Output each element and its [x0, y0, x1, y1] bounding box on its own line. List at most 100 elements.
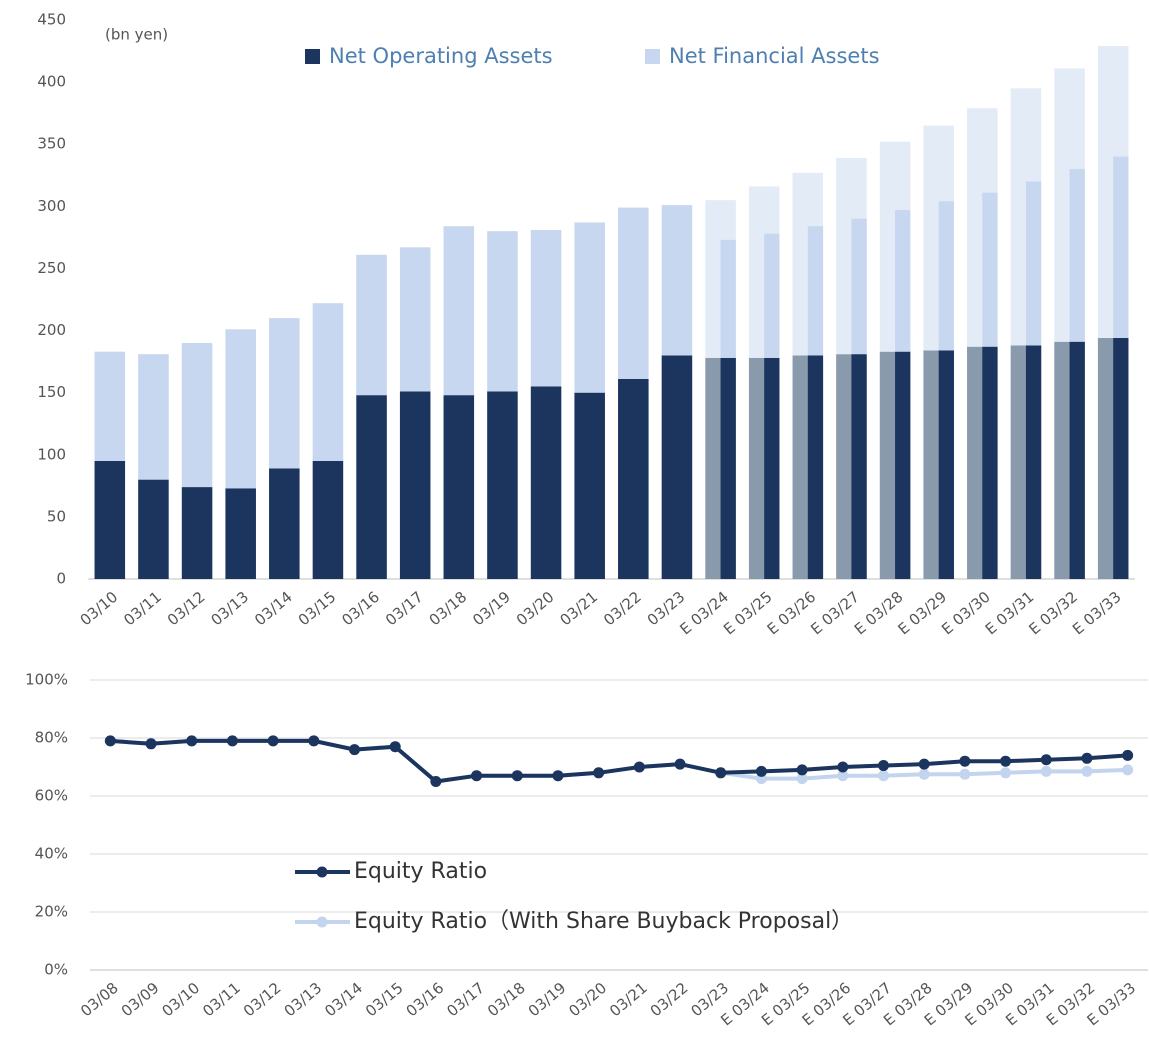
- x-tick-label: 03/19: [525, 979, 570, 1021]
- marker: [1040, 754, 1052, 766]
- bar-segment: [487, 391, 518, 579]
- marker: [267, 735, 279, 747]
- bar-segment: [225, 329, 256, 489]
- bar-segment: [94, 460, 126, 579]
- bar-segment: [443, 395, 475, 579]
- bar-segment: [661, 205, 693, 356]
- x-tick-label: E 03/25: [720, 588, 776, 639]
- legend-swatch: [645, 49, 660, 64]
- y-tick-label: 150: [37, 383, 66, 401]
- bar-segment: [181, 487, 213, 579]
- bar-segment: [895, 210, 911, 352]
- bar-segment: [720, 357, 736, 579]
- y-tick-label: 100: [37, 445, 66, 463]
- bar-segment: [895, 351, 911, 579]
- marker: [511, 770, 523, 782]
- bar-segment: [1113, 338, 1129, 579]
- x-tick-label: 03/08: [77, 979, 122, 1021]
- y-tick-label: 80%: [35, 729, 68, 747]
- marker: [837, 761, 849, 773]
- x-tick-label: E 03/30: [938, 588, 994, 639]
- x-tick-label: 03/14: [251, 588, 296, 630]
- marker: [918, 768, 930, 780]
- bar-segment: [938, 201, 954, 351]
- marker: [1000, 755, 1012, 767]
- marker: [878, 760, 889, 772]
- bar-segment: [851, 218, 867, 355]
- legend-marker: [316, 866, 328, 878]
- legend-label: Net Operating Assets: [329, 44, 553, 68]
- marker: [471, 770, 483, 782]
- x-tick-label: E 03/33: [1069, 588, 1125, 639]
- bar-segment: [1113, 156, 1129, 339]
- bar-segment: [661, 355, 693, 579]
- marker: [1122, 764, 1134, 776]
- x-tick-label: E 03/31: [982, 588, 1038, 639]
- y-tick-label: 250: [37, 259, 66, 277]
- line: [110, 738, 1128, 784]
- bar-segment: [1025, 181, 1042, 346]
- x-tick-label: 03/15: [362, 979, 407, 1021]
- x-tick-label: 03/12: [240, 979, 285, 1021]
- x-tick-label: 03/22: [600, 588, 645, 630]
- marker: [633, 761, 645, 773]
- bar-segment: [618, 207, 649, 380]
- x-tick-label: 03/13: [281, 979, 326, 1021]
- marker: [1122, 749, 1134, 761]
- y-tick-label: 400: [37, 73, 66, 91]
- bar-segment: [982, 346, 998, 579]
- y-tick-label: 350: [37, 135, 66, 153]
- bar-segment: [982, 192, 998, 347]
- x-tick-label: 03/09: [118, 979, 163, 1021]
- y-tick-label: 100%: [25, 671, 68, 689]
- marker: [389, 741, 401, 753]
- x-tick-label: E 03/28: [851, 588, 907, 639]
- bar-segment: [225, 488, 256, 579]
- marker: [104, 735, 116, 747]
- marker: [674, 758, 686, 770]
- bar-segment: [764, 357, 780, 579]
- bar-segment: [356, 395, 387, 579]
- bar-segment: [269, 468, 300, 579]
- x-tick-label: 03/10: [77, 588, 122, 630]
- x-tick-label: 03/21: [556, 588, 601, 630]
- x-tick-label: E 03/26: [764, 588, 820, 639]
- x-tick-label: E 03/32: [1025, 588, 1081, 639]
- marker: [430, 776, 442, 787]
- x-tick-label: 03/10: [159, 979, 204, 1021]
- bar-segment: [356, 254, 387, 396]
- bar-segment: [938, 350, 954, 579]
- marker: [837, 770, 849, 782]
- x-tick-label: 03/12: [164, 588, 209, 630]
- bar-segment: [443, 226, 475, 396]
- bar-segment: [487, 231, 518, 392]
- marker: [349, 744, 360, 756]
- x-tick-label: 03/16: [338, 588, 383, 630]
- bar-segment: [1069, 341, 1085, 579]
- bar-segment: [807, 355, 824, 579]
- marker: [226, 735, 238, 747]
- bar-segment: [94, 351, 126, 461]
- bar-segment: [1025, 345, 1042, 579]
- bar-segment: [1069, 169, 1085, 342]
- marker: [959, 755, 971, 767]
- marker: [308, 735, 320, 747]
- x-tick-label: 03/13: [207, 588, 252, 630]
- marker: [145, 738, 157, 750]
- bar-segment: [269, 318, 300, 469]
- bar-segment: [138, 354, 169, 480]
- marker: [796, 773, 808, 785]
- x-tick-label: E 03/27: [807, 588, 863, 639]
- legend-label: Net Financial Assets: [669, 44, 880, 68]
- x-tick-label: 03/22: [647, 979, 692, 1021]
- bar-segment: [764, 233, 780, 358]
- bar-segment: [618, 379, 649, 579]
- marker: [1000, 767, 1012, 779]
- legend-marker: [316, 916, 328, 928]
- x-tick-label: 03/17: [382, 588, 427, 630]
- y-tick-label: 300: [37, 197, 66, 215]
- x-tick-label: 03/15: [295, 588, 340, 630]
- marker: [552, 770, 564, 782]
- marker: [755, 765, 767, 777]
